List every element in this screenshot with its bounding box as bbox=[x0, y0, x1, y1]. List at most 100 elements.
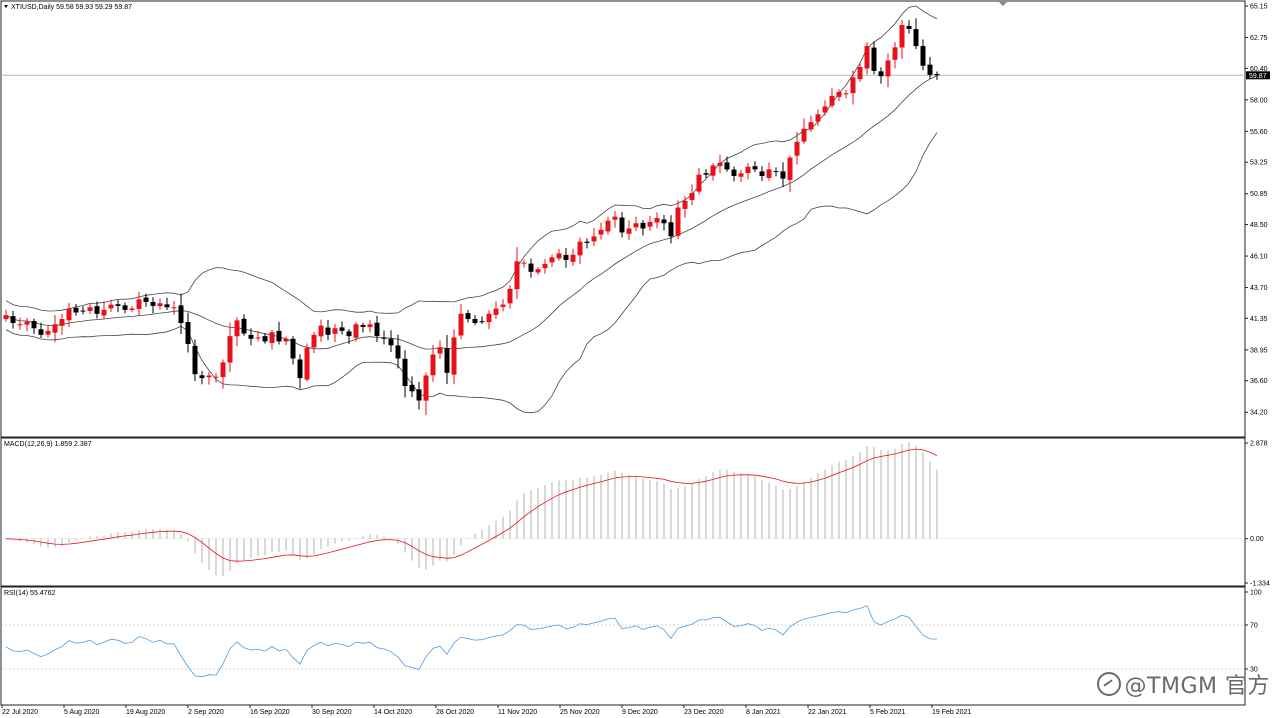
date-tick-label: 8 Jan 2021 bbox=[746, 709, 781, 716]
candle bbox=[857, 61, 863, 82]
candle-body bbox=[255, 337, 261, 339]
candle-body bbox=[542, 263, 548, 269]
date-tick-label: 5 Aug 2020 bbox=[64, 709, 100, 716]
candle-body bbox=[332, 328, 338, 334]
candle-body bbox=[157, 303, 163, 307]
candle-body bbox=[682, 200, 688, 209]
date-tick-label: 30 Sep 2020 bbox=[312, 709, 352, 716]
candle bbox=[605, 216, 611, 235]
candle-body bbox=[87, 307, 93, 311]
candle-body bbox=[388, 338, 394, 346]
date-tick-label: 23 Dec 2020 bbox=[684, 709, 724, 716]
candle-body bbox=[297, 359, 303, 379]
watermark: @TMGM 官方 bbox=[1096, 668, 1270, 700]
candle-body bbox=[304, 347, 310, 380]
candle bbox=[493, 301, 499, 320]
candle bbox=[535, 267, 541, 275]
candle-body bbox=[696, 174, 702, 192]
candle-body bbox=[787, 157, 793, 180]
candle-body bbox=[815, 114, 821, 122]
candle-body bbox=[668, 222, 674, 237]
candlestick-series bbox=[3, 18, 940, 416]
collapse-triangle-icon bbox=[4, 5, 8, 8]
candle-body bbox=[24, 321, 30, 325]
candle bbox=[374, 315, 380, 342]
candle-body bbox=[563, 254, 569, 260]
candle bbox=[192, 339, 198, 382]
candle-body bbox=[892, 47, 898, 60]
candle-body bbox=[115, 304, 121, 306]
candle-body bbox=[185, 322, 191, 344]
candle bbox=[640, 220, 646, 236]
candle-body bbox=[122, 305, 128, 310]
candle-body bbox=[899, 25, 905, 48]
candle bbox=[297, 354, 303, 389]
candle bbox=[402, 350, 408, 398]
candle-body bbox=[94, 306, 100, 314]
candle-body bbox=[108, 304, 114, 309]
price-axis: 65.15 62.75 60.40 58.00 55.60 53.25 50.85 48.50… bbox=[1245, 4, 1268, 417]
candle bbox=[129, 306, 135, 313]
date-tick-label: 19 Aug 2020 bbox=[126, 709, 165, 716]
candle-body bbox=[640, 222, 646, 229]
date-tick-label: 14 Oct 2020 bbox=[374, 709, 412, 716]
bollinger-bands bbox=[5, 5, 938, 414]
svg-text:59.87: 59.87 bbox=[1249, 73, 1267, 80]
date-tick-label: 2 Sep 2020 bbox=[188, 709, 224, 716]
candle-body bbox=[248, 334, 254, 339]
candle-body bbox=[409, 384, 415, 392]
candle bbox=[808, 115, 814, 132]
candle bbox=[801, 118, 807, 144]
candle bbox=[430, 345, 436, 382]
candle-body bbox=[269, 332, 275, 344]
candle-body bbox=[759, 171, 765, 176]
candle bbox=[577, 237, 583, 265]
candle-body bbox=[59, 319, 65, 326]
candle bbox=[444, 335, 450, 384]
price-tick-label: 60.40 bbox=[1250, 66, 1268, 73]
candle-body bbox=[381, 337, 387, 339]
candle-body bbox=[906, 25, 912, 29]
candle bbox=[143, 293, 149, 307]
candle-body bbox=[584, 241, 590, 243]
candle-body bbox=[731, 169, 737, 176]
candle bbox=[311, 332, 317, 354]
candle-body bbox=[192, 345, 198, 375]
candle bbox=[899, 20, 905, 59]
candle bbox=[892, 42, 898, 69]
candle bbox=[80, 306, 86, 315]
candle bbox=[24, 317, 30, 332]
price-tick-label: 58.00 bbox=[1250, 97, 1268, 104]
candle-body bbox=[528, 263, 534, 272]
candle-body bbox=[346, 331, 352, 337]
candle bbox=[766, 162, 772, 181]
candle bbox=[388, 330, 394, 353]
candle bbox=[248, 328, 254, 346]
candle bbox=[465, 309, 471, 323]
candle-body bbox=[745, 166, 751, 174]
candle-body bbox=[605, 220, 611, 232]
price-tick-label: 65.15 bbox=[1250, 4, 1268, 11]
candle bbox=[752, 161, 758, 172]
rsi-line bbox=[5, 605, 938, 678]
rsi-axis: 100 70 30 bbox=[1245, 590, 1262, 674]
candle-body bbox=[430, 354, 436, 376]
candle bbox=[787, 155, 793, 192]
candle bbox=[920, 39, 926, 71]
candle bbox=[325, 319, 331, 341]
candle-body bbox=[360, 325, 366, 327]
candle bbox=[549, 254, 555, 268]
candle-body bbox=[556, 253, 562, 259]
candle-body bbox=[150, 302, 156, 306]
candle bbox=[17, 317, 23, 330]
chart-shift-marker-icon[interactable] bbox=[999, 2, 1007, 6]
candle-body bbox=[101, 309, 107, 316]
candle bbox=[843, 89, 849, 99]
candle bbox=[276, 321, 282, 345]
candle-body bbox=[801, 128, 807, 142]
candle-body bbox=[66, 308, 72, 321]
candle-body bbox=[822, 106, 828, 113]
rsi-tick-label: 30 bbox=[1250, 667, 1258, 674]
date-tick-label: 9 Dec 2020 bbox=[622, 709, 658, 716]
